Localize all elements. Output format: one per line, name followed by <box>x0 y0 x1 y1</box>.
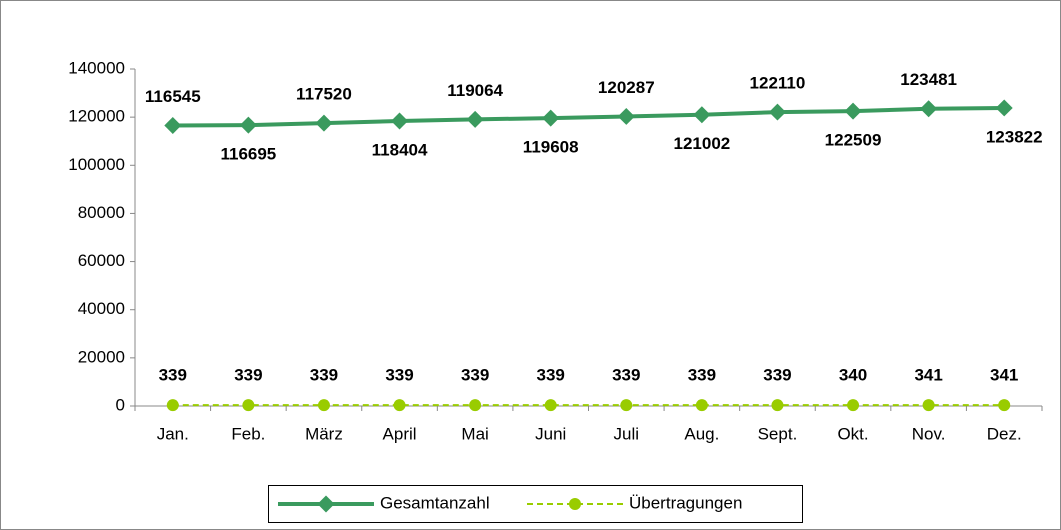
point <box>617 107 635 125</box>
data-label: 119608 <box>523 138 579 157</box>
point <box>542 109 560 127</box>
point <box>315 114 333 132</box>
y-tick-label: 40000 <box>78 299 125 318</box>
point <box>693 106 711 124</box>
point <box>995 99 1013 117</box>
x-tick-label: März <box>305 424 343 443</box>
legend-label: Übertragungen <box>629 493 742 512</box>
point <box>844 102 862 120</box>
data-label: 339 <box>234 366 262 385</box>
point <box>998 399 1011 412</box>
x-tick-label: April <box>383 424 417 443</box>
point <box>317 399 330 412</box>
legend-label: Gesamtanzahl <box>380 493 490 512</box>
x-tick-label: Nov. <box>912 424 946 443</box>
point <box>847 399 860 412</box>
data-label: 120287 <box>598 78 655 97</box>
point <box>695 399 708 412</box>
data-label: 339 <box>763 366 791 385</box>
data-label: 339 <box>688 366 716 385</box>
data-label: 123481 <box>900 70 957 89</box>
data-label: 116545 <box>145 87 201 106</box>
y-tick-label: 100000 <box>68 155 125 174</box>
y-tick-label: 20000 <box>78 347 125 366</box>
point <box>922 399 935 412</box>
point <box>242 399 255 412</box>
data-label: 339 <box>537 366 565 385</box>
x-tick-label: Mai <box>461 424 488 443</box>
data-label: 339 <box>612 366 640 385</box>
x-tick-label: Juli <box>614 424 640 443</box>
point <box>768 103 786 121</box>
point <box>771 399 784 412</box>
point <box>393 399 406 412</box>
point <box>466 110 484 128</box>
x-tick-label: Aug. <box>684 424 719 443</box>
y-tick-label: 140000 <box>68 58 125 77</box>
point <box>544 399 557 412</box>
x-tick-label: Juni <box>535 424 566 443</box>
point <box>317 495 335 513</box>
x-tick-label: Sept. <box>758 424 798 443</box>
x-tick-label: Jan. <box>157 424 189 443</box>
line <box>172 105 1005 128</box>
y-tick-label: 0 <box>116 395 125 414</box>
data-label: 122509 <box>825 131 882 150</box>
y-tick-label: 120000 <box>68 107 125 126</box>
point <box>620 399 633 412</box>
data-label: 122110 <box>750 74 806 93</box>
data-label: 341 <box>914 366 942 385</box>
data-label: 116695 <box>220 145 276 164</box>
data-label: 339 <box>310 366 338 385</box>
point <box>569 498 581 510</box>
y-tick-label: 80000 <box>78 203 125 222</box>
data-label: 119064 <box>447 81 503 100</box>
data-label: 340 <box>839 366 867 385</box>
y-tick-label: 60000 <box>78 251 125 270</box>
data-label: 118404 <box>372 140 428 159</box>
x-tick-label: Feb. <box>231 424 265 443</box>
point <box>469 399 482 412</box>
point <box>391 112 409 130</box>
x-tick-label: Dez. <box>987 424 1022 443</box>
data-label: 339 <box>385 366 413 385</box>
point <box>239 116 257 134</box>
data-label: 339 <box>159 366 187 385</box>
data-label: 123822 <box>986 127 1043 146</box>
data-label: 341 <box>990 366 1018 385</box>
x-tick-label: Okt. <box>837 424 868 443</box>
point <box>166 399 179 412</box>
data-label: 117520 <box>296 85 352 104</box>
point <box>920 100 938 118</box>
data-label: 339 <box>461 366 489 385</box>
data-label: 121002 <box>674 134 731 153</box>
point <box>164 116 182 134</box>
